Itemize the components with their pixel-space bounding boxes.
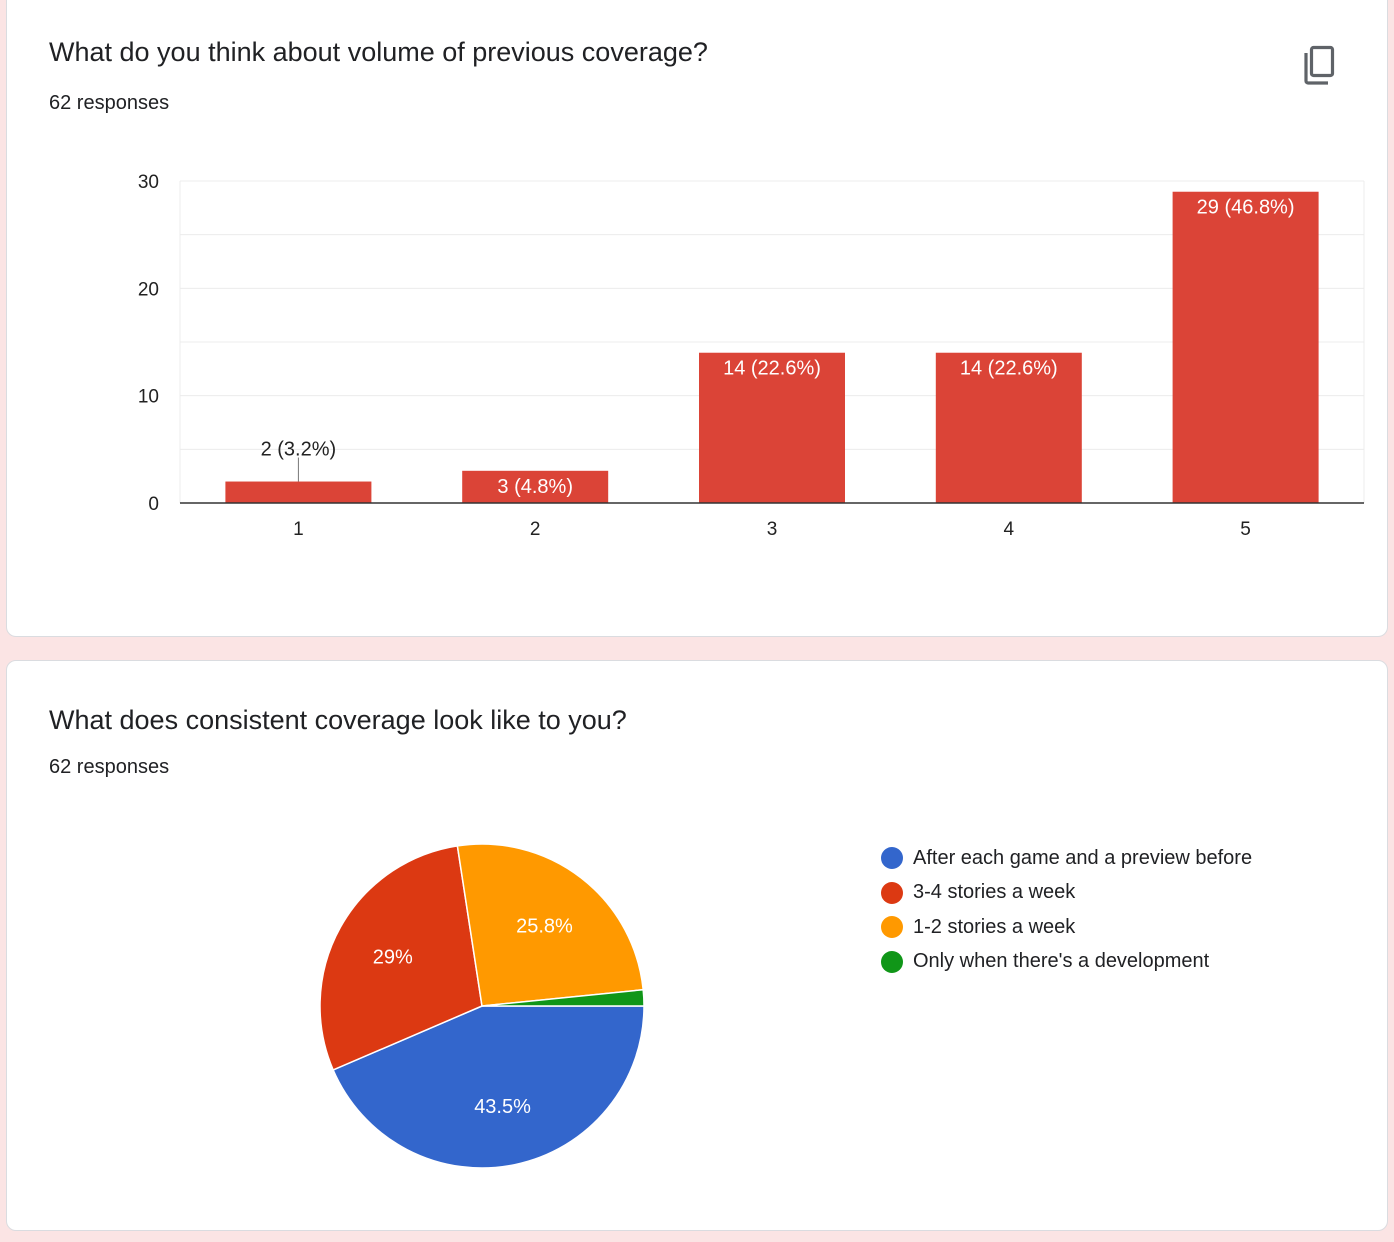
slice-label: 25.8%	[516, 915, 573, 937]
data-label: 14 (22.6%)	[723, 358, 821, 380]
pie-slice	[319, 845, 483, 1071]
legend-swatch	[881, 881, 903, 904]
question-card-volume: What do you think about volume of previo…	[6, 0, 1388, 637]
bar	[462, 470, 609, 503]
pie-slice	[481, 988, 645, 1007]
response-count: 62 responses	[49, 92, 170, 114]
legend-swatch	[881, 950, 903, 973]
legend-label: After each game and a preview before	[913, 846, 1253, 869]
x-tick-label: 1	[293, 519, 304, 540]
slice-label: 43.5%	[474, 1096, 531, 1118]
y-tick-label: 0	[148, 494, 159, 515]
response-count: 62 responses	[49, 756, 170, 778]
data-label: 2 (3.2%)	[261, 439, 337, 461]
legend-item: 3-4 stories a week	[881, 876, 1252, 911]
pie-slice	[332, 1005, 645, 1169]
question-title: What do you think about volume of previo…	[49, 37, 708, 67]
legend-label: Only when there's a development	[913, 950, 1210, 973]
pie-chart: 43.5% 29% 25.8%	[319, 843, 645, 1169]
pie-slice	[456, 843, 645, 1007]
y-tick-label: 20	[138, 279, 159, 300]
bar	[1172, 191, 1319, 503]
legend-swatch	[881, 847, 903, 870]
pie-legend: After each game and a preview before 3-4 …	[881, 841, 1252, 979]
bar	[935, 352, 1082, 503]
data-label: 14 (22.6%)	[960, 358, 1058, 380]
data-label: 3 (4.8%)	[497, 476, 573, 498]
question-card-consistency: What does consistent coverage look like …	[6, 660, 1388, 1231]
y-tick-label: 30	[138, 172, 159, 193]
bar	[225, 481, 372, 503]
x-tick-label: 2	[530, 519, 541, 540]
legend-item: Only when there's a development	[881, 945, 1252, 980]
copy-chart-button[interactable]	[1295, 39, 1345, 89]
copy-icon	[1304, 45, 1335, 85]
x-tick-label: 4	[1004, 519, 1015, 540]
x-tick-label: 3	[767, 519, 778, 540]
bar	[699, 352, 845, 503]
question-title: What does consistent coverage look like …	[49, 705, 627, 735]
legend-item: 1-2 stories a week	[881, 910, 1252, 945]
x-tick-label: 5	[1240, 519, 1251, 540]
legend-label: 3-4 stories a week	[913, 881, 1076, 904]
legend-item: After each game and a preview before	[881, 841, 1252, 876]
slice-label: 29%	[373, 947, 413, 969]
legend-label: 1-2 stories a week	[913, 915, 1076, 938]
bar-chart: 0 10 20 30 1 2 (3.2%) 2 3 (4.8%) 3 14 (22.6%) 4 14 …	[138, 172, 1365, 540]
data-label: 29 (46.8%)	[1197, 197, 1295, 219]
y-tick-label: 10	[138, 387, 159, 408]
legend-swatch	[881, 916, 903, 939]
